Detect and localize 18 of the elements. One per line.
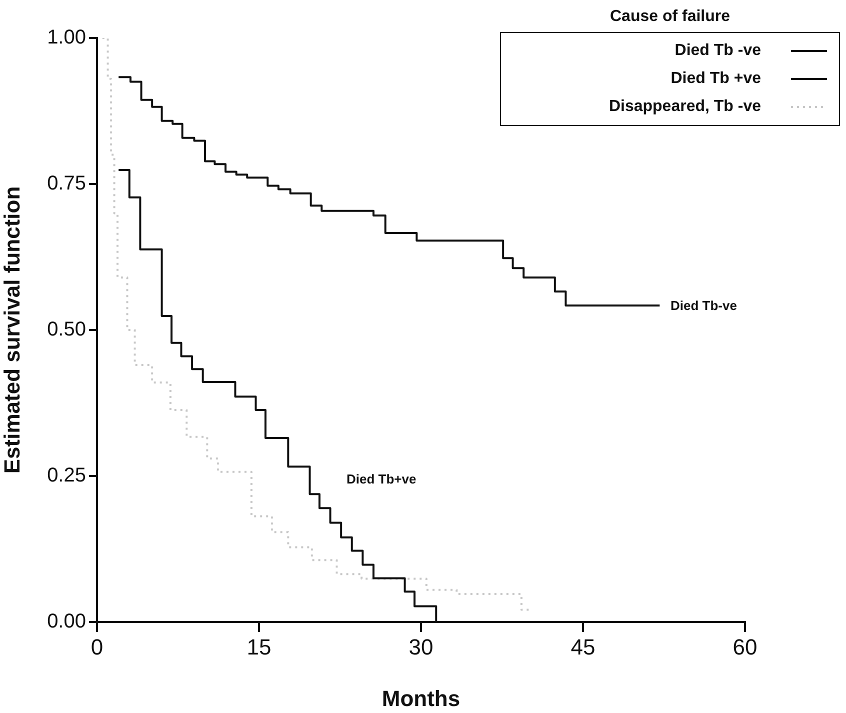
legend-label: Died Tb +ve <box>670 70 761 88</box>
legend-label: Died Tb -ve <box>674 42 761 60</box>
x-tick-label: 45 <box>570 634 596 660</box>
y-axis-title: Estimated survival function <box>0 186 24 474</box>
x-tick-label: 0 <box>90 634 104 660</box>
x-tick-label: 60 <box>732 634 758 660</box>
legend-title: Cause of failure <box>608 8 732 26</box>
y-tick-label: 0.25 <box>47 464 86 487</box>
x-tick-label: 15 <box>246 634 272 660</box>
y-tick-label: 0.75 <box>47 172 86 195</box>
y-tick-label: 0.00 <box>47 610 86 633</box>
y-tick-label: 0.50 <box>47 318 86 341</box>
x-tick-label: 30 <box>408 634 434 660</box>
y-tick-label: 1.00 <box>47 26 86 49</box>
annotation: Died Tb+ve <box>346 472 416 487</box>
annotation: Died Tb-ve <box>670 298 737 314</box>
legend-label: Disappeared, Tb -ve <box>608 98 761 116</box>
x-axis-title: Months <box>382 686 460 711</box>
